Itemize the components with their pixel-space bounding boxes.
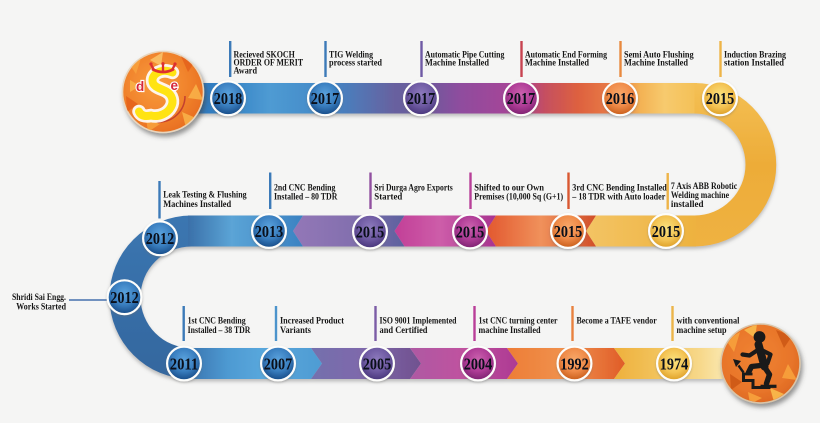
svg-text:2017: 2017 bbox=[407, 89, 436, 108]
svg-text:1974: 1974 bbox=[660, 354, 689, 373]
svg-text:2015: 2015 bbox=[554, 222, 583, 241]
svg-text:2017: 2017 bbox=[507, 89, 536, 108]
svg-text:Automatic Pipe Cutting: Automatic Pipe Cutting bbox=[425, 51, 505, 61]
svg-text:Semi Auto Flushing: Semi Auto Flushing bbox=[624, 51, 694, 61]
svg-text:Become a TAFE vendor: Become a TAFE vendor bbox=[577, 317, 657, 327]
svg-text:machine setup: machine setup bbox=[677, 326, 727, 336]
svg-text:Machines Installed: Machines Installed bbox=[163, 200, 232, 210]
svg-text:2007: 2007 bbox=[264, 354, 293, 373]
svg-text:2011: 2011 bbox=[170, 354, 199, 373]
svg-text:2013: 2013 bbox=[255, 222, 284, 241]
svg-text:Started: Started bbox=[374, 193, 403, 203]
svg-text:Induction Brazing: Induction Brazing bbox=[724, 51, 786, 61]
svg-text:Installed – 80 TDR: Installed – 80 TDR bbox=[274, 193, 338, 203]
svg-text:2015: 2015 bbox=[456, 222, 485, 241]
svg-text:Machine Installed: Machine Installed bbox=[425, 59, 490, 69]
svg-text:Machine Installed: Machine Installed bbox=[624, 59, 689, 69]
svg-text:and Certified: and Certified bbox=[380, 326, 429, 336]
svg-text:Works Started: Works Started bbox=[16, 303, 66, 313]
svg-text:2015: 2015 bbox=[652, 222, 681, 241]
svg-text:ORDER OF MERIT: ORDER OF MERIT bbox=[234, 59, 304, 69]
svg-text:3rd CNC Bending Installed: 3rd CNC Bending Installed bbox=[572, 184, 667, 194]
svg-text:installed: installed bbox=[671, 200, 704, 210]
svg-text:station Installed: station Installed bbox=[724, 59, 785, 69]
svg-text:ISO 9001 Implemented: ISO 9001 Implemented bbox=[380, 317, 458, 327]
svg-text:Shifted to our Own: Shifted to our Own bbox=[474, 184, 544, 194]
svg-text:Increased Product: Increased Product bbox=[280, 317, 345, 327]
svg-text:d: d bbox=[136, 79, 144, 94]
svg-text:Shridi Sai Engg.: Shridi Sai Engg. bbox=[12, 293, 66, 303]
svg-text:2015: 2015 bbox=[356, 222, 385, 241]
svg-text:Premises (10,000 Sq (G+1): Premises (10,000 Sq (G+1) bbox=[474, 192, 563, 203]
svg-text:Automatic End Forming: Automatic End Forming bbox=[525, 51, 607, 61]
svg-text:Welding machine: Welding machine bbox=[671, 191, 729, 201]
svg-text:– 18 TDR with Auto loader: – 18 TDR with Auto loader bbox=[571, 193, 665, 203]
svg-text:1st CNC turning center: 1st CNC turning center bbox=[479, 317, 558, 327]
svg-text:Recieved SKOCH: Recieved SKOCH bbox=[234, 51, 296, 61]
svg-text:Award: Award bbox=[234, 67, 258, 77]
svg-text:2012: 2012 bbox=[110, 288, 139, 307]
svg-text:2015: 2015 bbox=[706, 89, 735, 108]
svg-text:2018: 2018 bbox=[214, 89, 243, 108]
svg-text:2005: 2005 bbox=[363, 354, 392, 373]
svg-text:7 Axis ABB Robotic: 7 Axis ABB Robotic bbox=[671, 182, 737, 192]
svg-text:machine Installed: machine Installed bbox=[479, 326, 542, 336]
svg-text:process started: process started bbox=[329, 59, 383, 69]
svg-text:2017: 2017 bbox=[311, 89, 340, 108]
svg-text:TIG Welding: TIG Welding bbox=[329, 51, 373, 61]
svg-text:2004: 2004 bbox=[464, 354, 493, 373]
svg-text:2016: 2016 bbox=[606, 89, 635, 108]
svg-text:2nd CNC Bending: 2nd CNC Bending bbox=[274, 184, 336, 194]
svg-text:e: e bbox=[171, 78, 179, 93]
svg-text:1st CNC Bending: 1st CNC Bending bbox=[188, 317, 246, 327]
svg-text:2012: 2012 bbox=[146, 229, 175, 248]
svg-text:with conventional: with conventional bbox=[677, 317, 740, 327]
svg-text:Sri Durga Agro Exports: Sri Durga Agro Exports bbox=[374, 184, 453, 194]
svg-text:Installed – 38 TDR: Installed – 38 TDR bbox=[188, 326, 251, 336]
svg-text:1992: 1992 bbox=[560, 354, 589, 373]
svg-text:Variants: Variants bbox=[280, 326, 311, 336]
svg-text:Leak Testing & Flushing: Leak Testing & Flushing bbox=[163, 191, 247, 201]
svg-text:Machine Installed: Machine Installed bbox=[525, 59, 590, 69]
